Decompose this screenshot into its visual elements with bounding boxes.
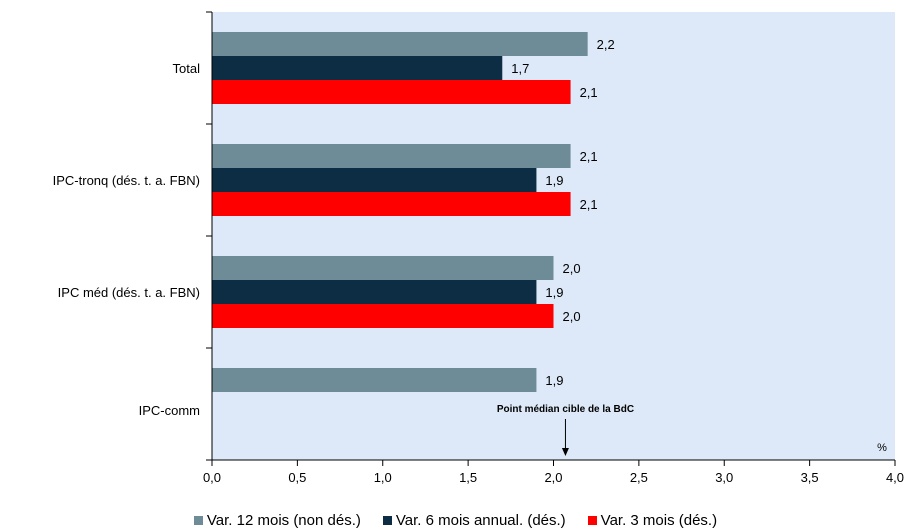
bar: [212, 192, 571, 216]
data-label: 2,0: [563, 309, 581, 324]
legend-swatch: [193, 515, 203, 525]
data-label: 1,9: [545, 373, 563, 388]
annotation-label: Point médian cible de la BdC: [497, 404, 634, 415]
x-tick-label: 3,5: [801, 470, 819, 485]
category-label: Total: [173, 61, 201, 76]
data-label: 2,2: [597, 37, 615, 52]
bar: [212, 56, 503, 80]
bar: [212, 304, 554, 328]
x-tick-label: 0,5: [288, 470, 306, 485]
bar: [212, 32, 588, 56]
data-label: 2,1: [580, 149, 598, 164]
data-label: 1,9: [545, 285, 563, 300]
category-label: IPC méd (dés. t. a. FBN): [58, 285, 200, 300]
legend-item: Var. 3 mois (dés.): [587, 511, 718, 529]
bar: [212, 80, 571, 104]
legend-swatch: [382, 515, 392, 525]
data-label: 2,1: [580, 197, 598, 212]
legend-label: Var. 6 mois annual. (dés.): [395, 511, 566, 529]
bar: [212, 144, 571, 168]
legend-item: Var. 6 mois annual. (dés.): [382, 511, 566, 529]
x-tick-label: 3,0: [715, 470, 733, 485]
legend-swatch: [587, 515, 597, 525]
bar: [212, 368, 537, 392]
bar: [212, 256, 554, 280]
data-label: 2,1: [580, 85, 598, 100]
x-tick-label: 1,5: [459, 470, 477, 485]
x-tick-label: 1,0: [374, 470, 392, 485]
legend-label: Var. 3 mois (dés.): [600, 511, 718, 529]
x-tick-label: 2,0: [544, 470, 562, 485]
bar: [212, 168, 537, 192]
data-label: 1,7: [511, 61, 529, 76]
legend-item: Var. 12 mois (non dés.): [193, 511, 361, 529]
category-label: IPC-tronq (dés. t. a. FBN): [53, 173, 200, 188]
unit-label: %: [877, 442, 887, 454]
data-label: 2,0: [563, 261, 581, 276]
bar-chart: 2,21,72,12,11,92,12,01,92,01,9 TotalIPC-…: [53, 11, 904, 485]
legend-label: Var. 12 mois (non dés.): [206, 511, 361, 529]
x-tick-label: 4,0: [886, 470, 904, 485]
bar: [212, 280, 537, 304]
category-label: IPC-comm: [139, 403, 200, 418]
x-tick-label: 2,5: [630, 470, 648, 485]
x-tick-label: 0,0: [203, 470, 221, 485]
annotation-arrow-head: [561, 448, 569, 456]
legend: Var. 12 mois (non dés.) Var. 6 mois annu…: [0, 510, 911, 530]
data-label: 1,9: [545, 173, 563, 188]
